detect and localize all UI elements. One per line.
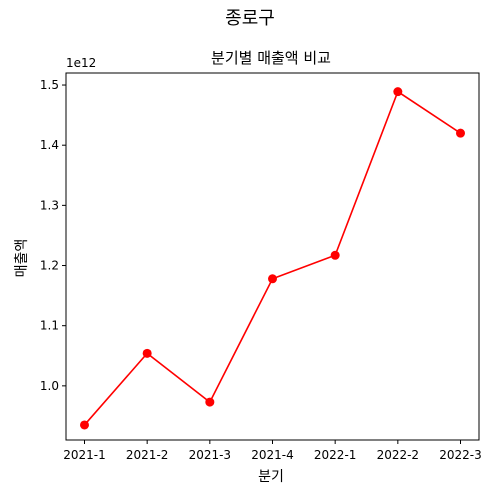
data-point <box>80 420 89 430</box>
data-point <box>393 87 403 97</box>
x-tick-label: 2021-4 <box>251 448 294 462</box>
data-point <box>268 274 277 284</box>
y-offset-label: 1e12 <box>66 56 96 70</box>
x-tick-label: 2021-2 <box>126 448 169 462</box>
x-tick-label: 2021-1 <box>63 448 106 462</box>
axis-ticks: 2021-1 2021-2 2021-3 2021-4 2022-1 2022-2 2022… <box>40 78 482 462</box>
chart-title: 분기별 매출액 비교 <box>211 49 331 67</box>
x-tick-label: 2022-2 <box>377 448 420 462</box>
x-tick-label: 2022-3 <box>439 448 482 462</box>
x-tick-label: 2022-1 <box>314 448 357 462</box>
data-point <box>142 348 152 358</box>
data-point <box>330 250 340 260</box>
y-tick-label: 1.2 <box>40 259 59 273</box>
y-tick-label: 1.0 <box>40 379 59 393</box>
y-tick-label: 1.3 <box>40 198 59 212</box>
x-axis-label: 분기 <box>258 469 284 485</box>
data-point <box>205 397 215 407</box>
y-tick-label: 1.4 <box>40 138 59 152</box>
y-tick-label: 1.5 <box>40 78 59 92</box>
x-tick-label: 2021-3 <box>189 448 232 462</box>
plot-frame <box>65 72 480 441</box>
series-line <box>83 90 461 426</box>
plot-area <box>80 87 465 430</box>
y-tick-label: 1.1 <box>40 319 59 333</box>
chart-suptitle: 종로구 <box>225 8 275 29</box>
y-axis-label: 매출액 <box>14 239 30 278</box>
data-point <box>456 128 465 138</box>
